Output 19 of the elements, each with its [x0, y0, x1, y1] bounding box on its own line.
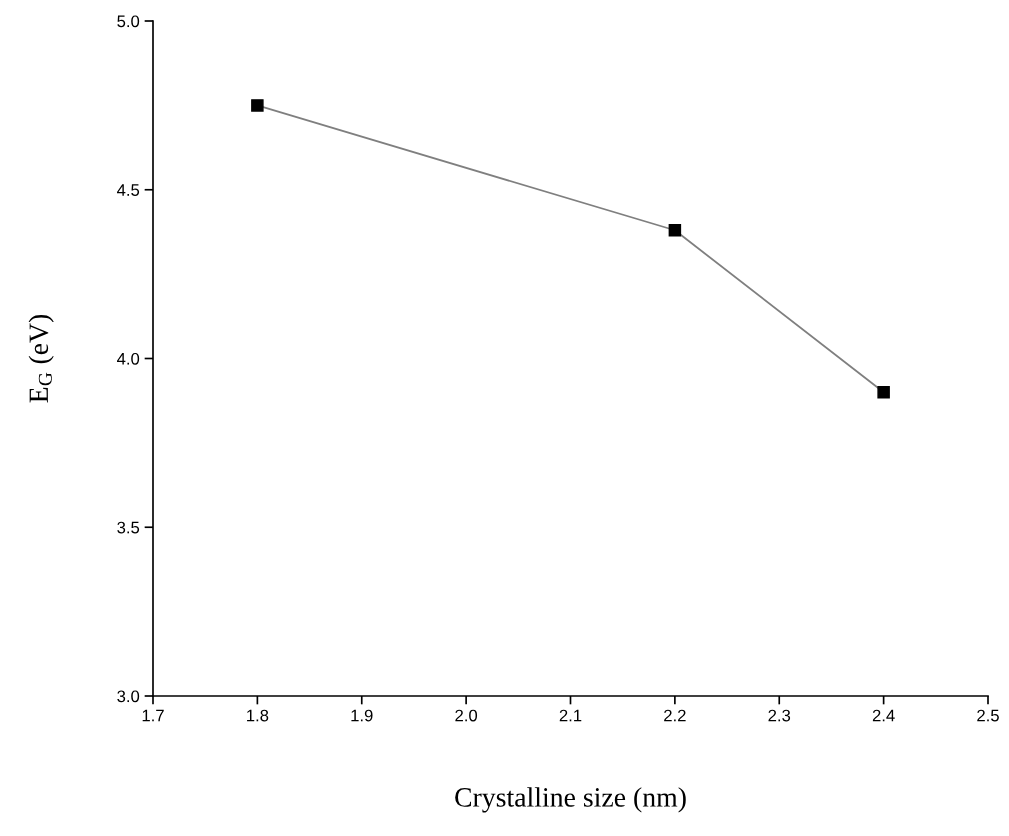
x-axis-title: Crystalline size (nm): [455, 787, 686, 813]
x-tick-label: 2.5: [977, 709, 999, 722]
x-tick-label: 2.3: [768, 709, 791, 722]
y-tick-label: 5.0: [117, 15, 140, 28]
y-tick-label: 4.0: [117, 352, 140, 365]
x-tick-label: 2.0: [455, 709, 478, 722]
x-tick-label: 2.2: [664, 709, 686, 722]
y-tick-label: 3.5: [117, 521, 140, 534]
point: [251, 99, 264, 112]
y-tick-label: 3.0: [117, 690, 140, 703]
x-tick-label: 2.1: [559, 709, 582, 722]
x-tick-label: 1.7: [142, 709, 164, 722]
x-tick-label: 2.4: [872, 709, 895, 722]
point: [668, 223, 682, 237]
x-tick-label: 1.8: [247, 709, 269, 722]
x-tick-label: 1.9: [351, 709, 373, 722]
y-axis-title: E$_{G}$ (eV): [28, 314, 54, 403]
point: [877, 385, 890, 399]
y-tick-label: 4.5: [117, 184, 140, 196]
